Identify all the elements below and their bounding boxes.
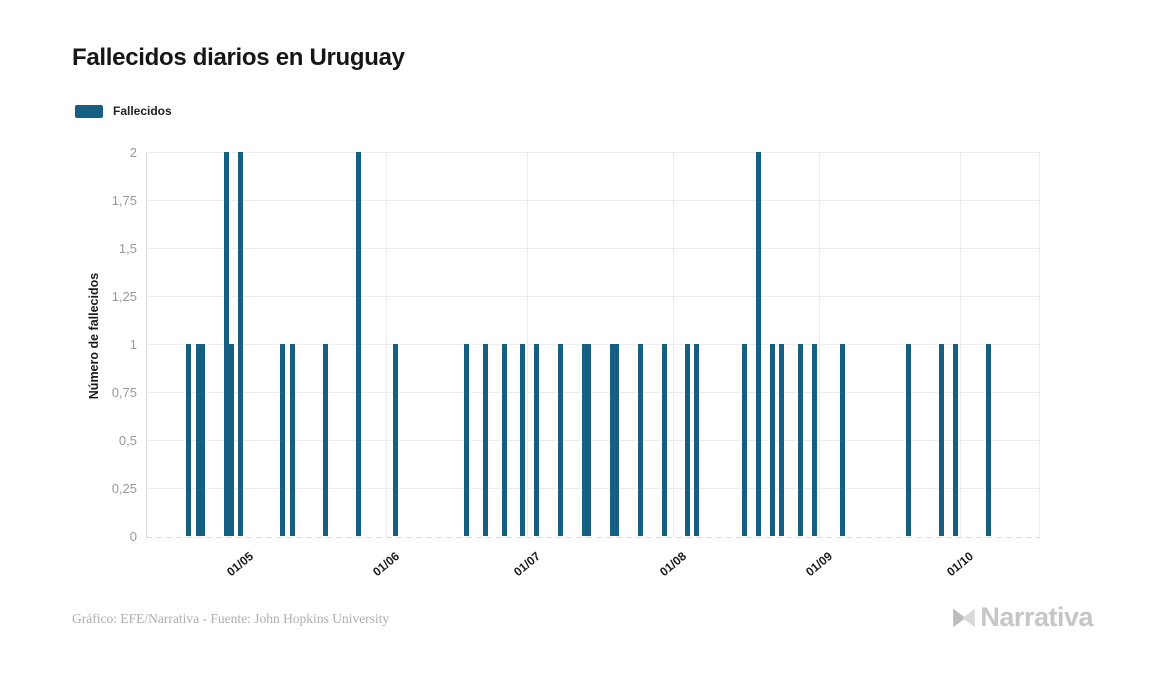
bar-25/07[interactable] [637,344,643,536]
bar-28/04[interactable] [223,152,229,536]
bar-01/05[interactable] [237,152,243,536]
bar-06/09[interactable] [839,344,845,536]
y-tick-label: 1 [129,337,137,352]
y-tick-label: 0,5 [118,433,137,448]
bar-30/07[interactable] [661,344,667,536]
bar-28/08[interactable] [797,344,803,536]
gridline-horizontal [146,248,1040,249]
bar-06/08[interactable] [693,344,699,536]
bar-30/09[interactable] [952,344,958,536]
page-title: Fallecidos diarios en Uruguay [72,44,405,71]
narrativa-logo-text: Narrativa [980,602,1093,632]
credit-text: Gráfico: EFE/Narrativa - Fuente: John Ho… [72,611,390,626]
plot-area [146,152,1040,538]
y-tick-label: 1,5 [118,241,137,256]
plot-right-border [1039,153,1040,537]
legend-label: Fallecidos [113,104,172,118]
gridline-horizontal [146,296,1040,297]
bar-19/08[interactable] [755,152,761,536]
y-axis-line [146,153,147,537]
bar-30/06[interactable] [519,344,525,536]
gridline-vertical [527,153,529,537]
gridline-horizontal [146,200,1040,201]
y-tick-label: 0,75 [111,385,137,400]
bar-20/07[interactable] [613,344,619,536]
bar-04/08[interactable] [684,344,690,536]
bar-29/04[interactable] [228,344,234,536]
bar-03/06[interactable] [392,344,398,536]
bar-08/07[interactable] [557,344,563,536]
bar-22/08[interactable] [769,344,775,536]
bar-03/07[interactable] [533,344,539,536]
gridline-horizontal [146,488,1040,489]
bar-22/04[interactable] [195,344,201,536]
bar-18/06[interactable] [463,344,469,536]
y-tick-label: 1,25 [111,289,137,304]
gridline-vertical [672,153,674,537]
bar-14/07[interactable] [585,344,591,536]
bar-16/08[interactable] [741,344,747,536]
bar-26/05[interactable] [355,152,361,536]
x-axis-baseline [146,537,1040,538]
bar-13/07[interactable] [581,344,587,536]
bar-07/10[interactable] [985,344,991,536]
bar-22/06[interactable] [482,344,488,536]
y-tick-label: 0 [129,529,137,544]
bar-10/05[interactable] [279,344,285,536]
bar-20/04[interactable] [185,344,191,536]
gridline-vertical [818,153,820,537]
bar-20/09[interactable] [905,344,911,536]
gridline-horizontal [146,440,1040,441]
bar-24/08[interactable] [778,344,784,536]
y-tick-label: 1,75 [111,193,137,208]
y-tick-label: 2 [129,145,137,160]
y-tick-label: 0,25 [111,481,137,496]
legend-swatch-icon [75,104,103,118]
bar-27/09[interactable] [938,344,944,536]
gridline-vertical [960,153,961,537]
narrativa-logo-icon [953,608,976,627]
legend[interactable]: Fallecidos [75,104,172,118]
bar-19/07[interactable] [609,344,615,536]
bar-31/08[interactable] [811,344,817,536]
gridline-horizontal [146,344,1040,345]
bar-23/04[interactable] [199,344,205,536]
gridline-vertical [385,153,387,537]
bar-12/05[interactable] [289,344,295,536]
gridline-horizontal [146,152,1040,153]
bar-19/05[interactable] [322,344,328,536]
narrativa-logo: Narrativa [951,602,1093,633]
gridline-horizontal [146,392,1040,393]
bar-26/06[interactable] [501,344,507,536]
